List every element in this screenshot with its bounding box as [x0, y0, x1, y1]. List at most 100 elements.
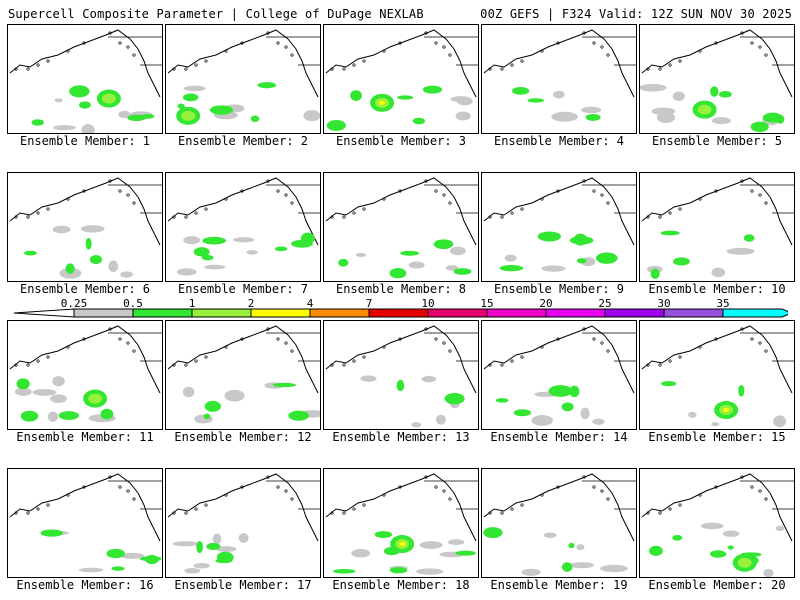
island — [500, 67, 504, 71]
scp-shading — [581, 106, 602, 114]
ensemble-member-map — [165, 24, 321, 134]
scp-shading — [412, 117, 426, 125]
colorbar-tick-label: 1 — [188, 297, 196, 310]
island — [224, 197, 228, 201]
scp-shading — [527, 98, 545, 103]
island — [204, 59, 208, 63]
island — [14, 363, 18, 367]
island — [500, 363, 504, 367]
island — [668, 63, 672, 67]
island — [132, 497, 136, 501]
island — [678, 355, 682, 359]
scp-shading — [569, 385, 580, 398]
island — [582, 179, 586, 183]
island — [118, 337, 122, 341]
ensemble-member-map — [165, 468, 321, 578]
island — [240, 485, 244, 489]
ensemble-member-map — [323, 468, 479, 578]
scp-shading — [396, 379, 405, 392]
island — [698, 345, 702, 349]
island — [600, 45, 604, 49]
scp-shading — [499, 265, 524, 272]
island — [14, 67, 18, 71]
island — [66, 345, 70, 349]
island — [108, 327, 112, 331]
island — [126, 341, 130, 345]
scp-shading — [80, 225, 105, 233]
ensemble-member-map — [7, 172, 163, 282]
island — [118, 189, 122, 193]
scp-shading — [592, 418, 605, 425]
island — [448, 201, 452, 205]
scp-shading — [743, 234, 755, 242]
island — [240, 337, 244, 341]
scp-shading — [576, 544, 585, 551]
ensemble-member-label: Ensemble Member: 8 — [335, 282, 467, 296]
scp-shading — [548, 385, 573, 397]
scp-shading — [568, 542, 575, 549]
island — [184, 67, 188, 71]
colorbar-tick-label: 10 — [421, 297, 435, 310]
ensemble-member-label: Ensemble Member: 10 — [648, 282, 786, 296]
scp-shading — [40, 529, 63, 537]
island — [510, 63, 514, 67]
island — [36, 359, 40, 363]
scp-shading — [89, 255, 103, 265]
island — [276, 189, 280, 193]
scp-shading — [350, 90, 362, 101]
island — [82, 189, 86, 193]
scp-shading — [196, 541, 204, 554]
scp-shading — [445, 265, 459, 271]
island — [668, 507, 672, 511]
island — [266, 179, 270, 183]
colorbar-tick-label: 25 — [598, 297, 612, 310]
scp-shading — [101, 93, 116, 104]
island — [46, 503, 50, 507]
scp-shading — [723, 408, 730, 413]
scp-shading — [88, 393, 103, 404]
scp-shading — [504, 254, 517, 262]
island — [276, 337, 280, 341]
island — [284, 45, 288, 49]
island — [204, 207, 208, 211]
scp-shading — [204, 264, 226, 270]
scp-shading — [184, 568, 201, 574]
island — [362, 503, 366, 507]
scp-shading — [551, 111, 578, 122]
scp-shading — [773, 415, 787, 428]
island — [362, 355, 366, 359]
scp-shading — [389, 567, 408, 574]
colorbar-segment — [545, 308, 606, 318]
scp-shading — [697, 104, 712, 115]
island — [108, 179, 112, 183]
scp-shading — [541, 265, 566, 272]
island — [582, 475, 586, 479]
island — [240, 41, 244, 45]
island — [556, 337, 560, 341]
coastline — [325, 473, 477, 542]
island — [740, 31, 744, 35]
ensemble-member-map — [323, 24, 479, 134]
scp-shading — [250, 115, 260, 122]
ensemble-member-map — [165, 320, 321, 430]
island — [658, 215, 662, 219]
island — [46, 207, 50, 211]
island — [698, 49, 702, 53]
island — [290, 201, 294, 205]
island — [108, 475, 112, 479]
island — [434, 41, 438, 45]
island — [520, 503, 524, 507]
scp-shading — [52, 376, 65, 387]
island — [442, 341, 446, 345]
island — [14, 511, 18, 515]
island — [442, 489, 446, 493]
scp-shading — [177, 103, 185, 109]
scp-shading — [332, 568, 356, 574]
island — [36, 507, 40, 511]
island — [382, 197, 386, 201]
island — [132, 201, 136, 205]
island — [132, 349, 136, 353]
island — [204, 355, 208, 359]
scp-shading — [737, 557, 752, 568]
scp-shading — [561, 402, 574, 412]
